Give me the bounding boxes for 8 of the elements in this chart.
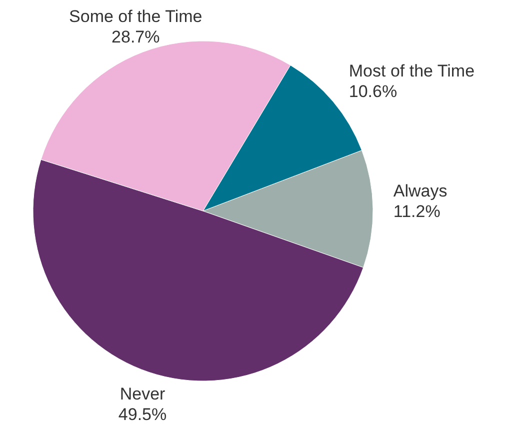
slice-label: Most of the Time <box>348 62 475 81</box>
data-label: 49.5% <box>118 404 167 424</box>
data-label: 11.2% <box>393 202 440 221</box>
slice-label: Some of the Time <box>69 7 202 26</box>
slice-label: Always <box>393 182 448 201</box>
data-label: 10.6% <box>348 82 398 102</box>
slice-label: Never <box>120 384 166 404</box>
data-label: 28.7% <box>112 27 160 46</box>
